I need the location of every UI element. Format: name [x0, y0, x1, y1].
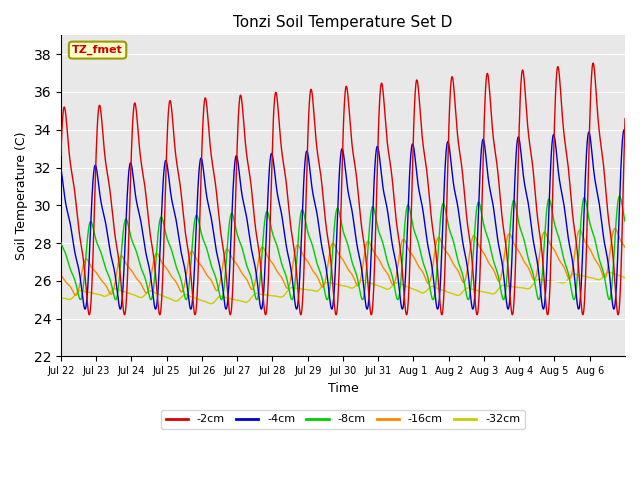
-16cm	[621, 244, 629, 250]
-4cm	[312, 205, 320, 211]
-16cm	[72, 292, 79, 298]
-4cm	[328, 306, 335, 312]
Line: -32cm: -32cm	[61, 272, 625, 304]
-2cm	[68, 168, 76, 174]
-32cm	[446, 290, 454, 296]
-32cm	[605, 269, 612, 275]
-32cm	[312, 288, 320, 294]
Line: -4cm: -4cm	[61, 130, 625, 309]
-4cm	[585, 129, 593, 135]
Line: -16cm: -16cm	[61, 228, 625, 295]
-8cm	[57, 240, 65, 246]
-4cm	[621, 129, 629, 135]
-32cm	[207, 301, 214, 307]
X-axis label: Time: Time	[328, 382, 358, 395]
-4cm	[57, 167, 65, 172]
-8cm	[68, 269, 76, 275]
-16cm	[158, 260, 166, 266]
-8cm	[158, 215, 166, 220]
-16cm	[611, 226, 619, 231]
-2cm	[312, 136, 320, 142]
Text: TZ_fmet: TZ_fmet	[72, 45, 123, 55]
-2cm	[446, 95, 454, 100]
-2cm	[332, 312, 340, 318]
-2cm	[621, 116, 629, 121]
-32cm	[621, 275, 629, 280]
-2cm	[585, 145, 593, 151]
-8cm	[323, 297, 331, 302]
-4cm	[446, 150, 454, 156]
-32cm	[158, 292, 166, 298]
-32cm	[585, 275, 593, 280]
-4cm	[68, 228, 76, 234]
Line: -8cm: -8cm	[61, 196, 625, 300]
-8cm	[446, 228, 454, 234]
-16cm	[346, 269, 354, 275]
-16cm	[57, 273, 65, 278]
-2cm	[589, 60, 597, 66]
-2cm	[158, 294, 166, 300]
-16cm	[312, 272, 320, 278]
-16cm	[585, 245, 593, 251]
-8cm	[616, 193, 623, 199]
-4cm	[620, 127, 628, 133]
-16cm	[446, 254, 454, 260]
-16cm	[68, 286, 76, 291]
-32cm	[68, 296, 76, 301]
-4cm	[346, 197, 354, 203]
Legend: -2cm, -4cm, -8cm, -16cm, -32cm: -2cm, -4cm, -8cm, -16cm, -32cm	[161, 410, 525, 429]
-8cm	[346, 250, 354, 256]
-32cm	[346, 285, 354, 290]
-32cm	[57, 295, 65, 301]
Y-axis label: Soil Temperature (C): Soil Temperature (C)	[15, 132, 28, 260]
-8cm	[312, 257, 320, 263]
-2cm	[346, 117, 354, 122]
-8cm	[621, 218, 629, 224]
-4cm	[158, 206, 166, 212]
Line: -2cm: -2cm	[61, 63, 625, 315]
Title: Tonzi Soil Temperature Set D: Tonzi Soil Temperature Set D	[233, 15, 452, 30]
-8cm	[585, 216, 593, 222]
-2cm	[57, 152, 65, 158]
